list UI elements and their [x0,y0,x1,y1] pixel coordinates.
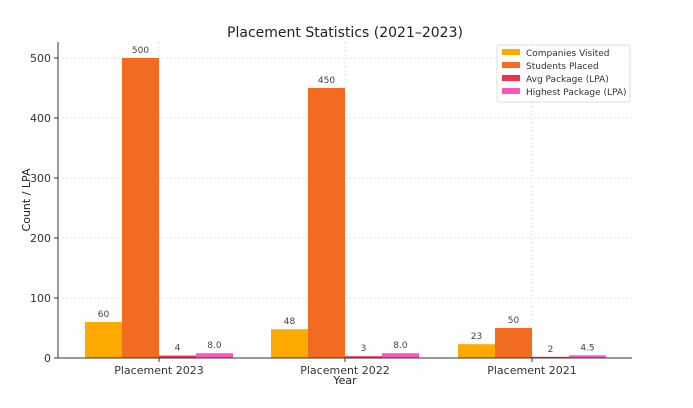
legend-swatch [502,88,520,94]
legend-swatch [502,62,520,68]
data-label: 3 [361,344,367,354]
y-axis-label: Count / LPA [20,168,33,231]
data-label: 4.5 [580,343,594,353]
data-label: 2 [548,345,554,355]
bar [85,322,122,358]
data-label: 450 [318,76,335,86]
bar [382,353,419,358]
bar [532,356,569,358]
data-label: 60 [98,310,110,320]
bar [122,58,159,358]
bar [495,328,532,358]
data-label: 23 [471,332,482,342]
bar [159,355,196,358]
data-label: 8.0 [207,341,222,351]
y-tick-label: 300 [30,172,51,185]
legend-box [496,44,631,103]
bar [345,356,382,358]
y-tick-label: 0 [44,352,51,365]
x-tick-label: Placement 2023 [114,364,204,377]
x-tick-label: Placement 2022 [300,364,390,377]
bar [458,344,495,358]
legend-label: Students Placed [526,62,599,72]
bar [308,88,345,358]
bar [271,329,308,358]
x-tick-label: Placement 2021 [487,364,577,377]
legend-swatch [502,75,520,81]
y-tick-label: 400 [30,112,51,125]
y-tick-label: 200 [30,232,51,245]
x-axis-label: Year [332,374,357,387]
y-tick-label: 100 [30,292,51,305]
legend-swatch [502,49,520,55]
legend-label: Avg Package (LPA) [526,75,609,85]
bar [569,355,606,358]
legend-label: Highest Package (LPA) [526,88,627,98]
y-tick-label: 500 [30,52,51,65]
data-label: 500 [132,46,149,56]
data-label: 50 [508,316,520,326]
data-label: 48 [284,317,296,327]
chart-title: Placement Statistics (2021–2023) [227,25,463,41]
legend-label: Companies Visited [526,49,610,59]
data-label: 4 [175,344,181,354]
bar [196,353,233,358]
data-label: 8.0 [393,341,408,351]
